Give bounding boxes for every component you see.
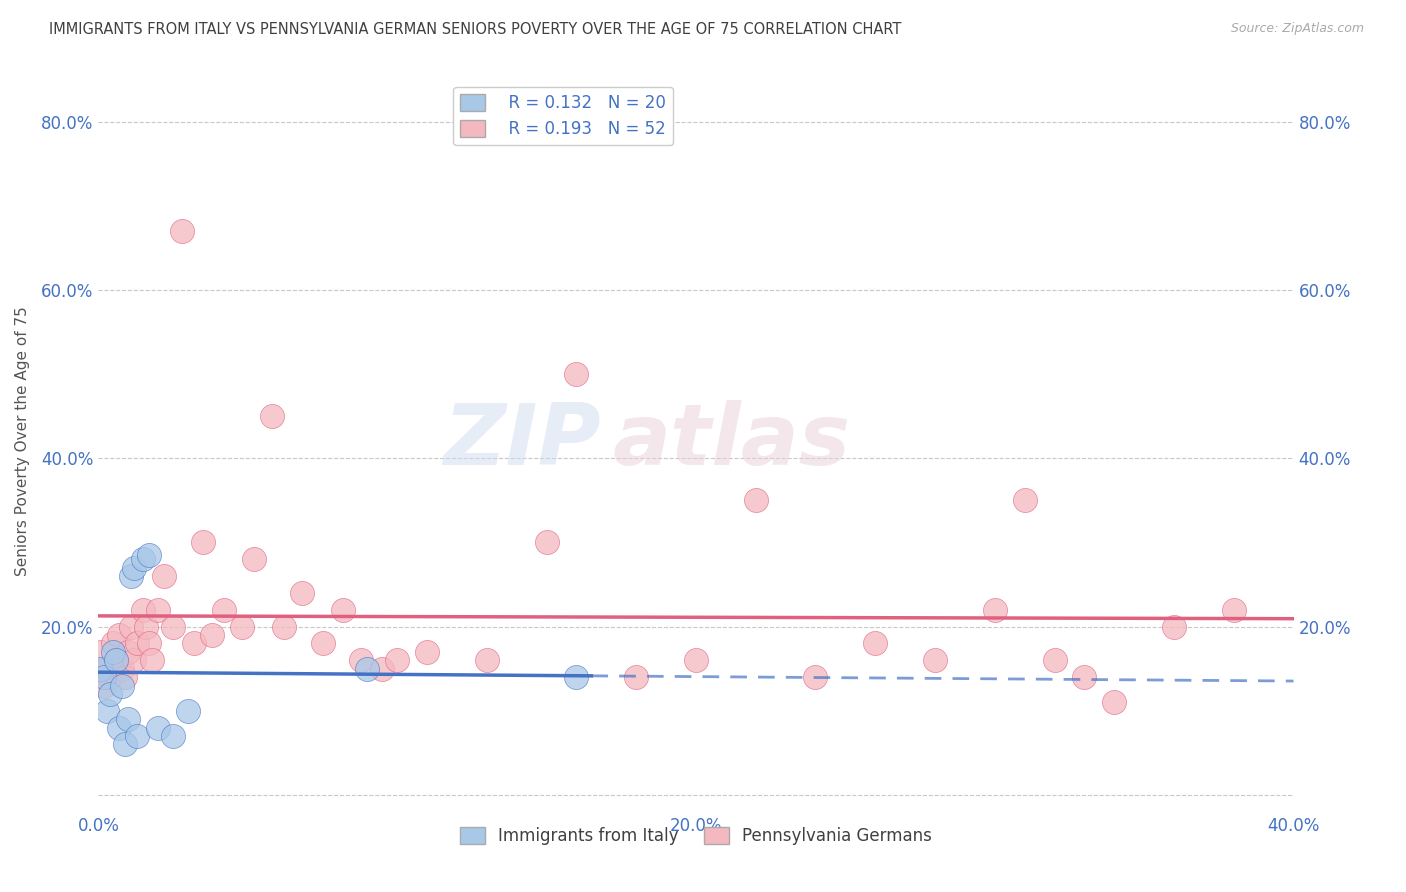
Point	[90, 662, 112, 676]
Point	[162, 619, 184, 633]
Point	[124, 560, 146, 574]
Point	[311, 636, 333, 650]
Point	[105, 653, 128, 667]
Point	[1104, 695, 1126, 709]
Point	[212, 603, 235, 617]
Point	[148, 603, 170, 617]
Point	[138, 548, 160, 562]
Text: atlas: atlas	[613, 400, 851, 483]
Point	[117, 712, 139, 726]
Point	[371, 662, 394, 676]
Point	[565, 368, 588, 382]
Point	[148, 721, 170, 735]
Point	[385, 653, 409, 667]
Point	[141, 653, 163, 667]
Point	[332, 603, 354, 617]
Point	[96, 704, 118, 718]
Point	[162, 729, 184, 743]
Point	[117, 645, 139, 659]
Point	[536, 535, 558, 549]
Point	[865, 636, 887, 650]
Point	[565, 670, 588, 684]
Point	[183, 636, 205, 650]
Y-axis label: Seniors Poverty Over the Age of 75: Seniors Poverty Over the Age of 75	[15, 307, 30, 576]
Text: IMMIGRANTS FROM ITALY VS PENNSYLVANIA GERMAN SENIORS POVERTY OVER THE AGE OF 75 : IMMIGRANTS FROM ITALY VS PENNSYLVANIA GE…	[49, 22, 901, 37]
Point	[231, 619, 253, 633]
Point	[172, 224, 194, 238]
Point	[114, 670, 136, 684]
Point	[90, 645, 112, 659]
Point	[96, 662, 118, 676]
Point	[1163, 619, 1185, 633]
Point	[350, 653, 373, 667]
Point	[356, 662, 378, 676]
Point	[984, 603, 1007, 617]
Point	[105, 653, 128, 667]
Point	[108, 721, 131, 735]
Point	[124, 653, 146, 667]
Point	[626, 670, 648, 684]
Point	[108, 628, 131, 642]
Text: Source: ZipAtlas.com: Source: ZipAtlas.com	[1230, 22, 1364, 36]
Legend: Immigrants from Italy, Pennsylvania Germans: Immigrants from Italy, Pennsylvania Germ…	[453, 820, 939, 852]
Point	[132, 552, 155, 566]
Point	[153, 569, 176, 583]
Point	[273, 619, 295, 633]
Point	[98, 687, 122, 701]
Point	[98, 670, 122, 684]
Point	[127, 636, 149, 650]
Point	[291, 586, 314, 600]
Point	[1223, 603, 1246, 617]
Point	[114, 738, 136, 752]
Point	[93, 679, 115, 693]
Point	[127, 729, 149, 743]
Point	[685, 653, 707, 667]
Point	[138, 636, 160, 650]
Point	[1014, 493, 1036, 508]
Point	[1043, 653, 1066, 667]
Point	[924, 653, 946, 667]
Point	[201, 628, 224, 642]
Point	[103, 645, 125, 659]
Point	[111, 679, 134, 693]
Point	[177, 704, 200, 718]
Point	[1073, 670, 1095, 684]
Point	[120, 569, 142, 583]
Point	[111, 662, 134, 676]
Point	[135, 619, 157, 633]
Point	[745, 493, 768, 508]
Text: ZIP: ZIP	[443, 400, 600, 483]
Point	[475, 653, 498, 667]
Point	[243, 552, 266, 566]
Point	[804, 670, 827, 684]
Point	[120, 619, 142, 633]
Point	[416, 645, 439, 659]
Point	[132, 603, 155, 617]
Point	[260, 409, 283, 424]
Point	[93, 670, 115, 684]
Point	[191, 535, 214, 549]
Point	[103, 636, 125, 650]
